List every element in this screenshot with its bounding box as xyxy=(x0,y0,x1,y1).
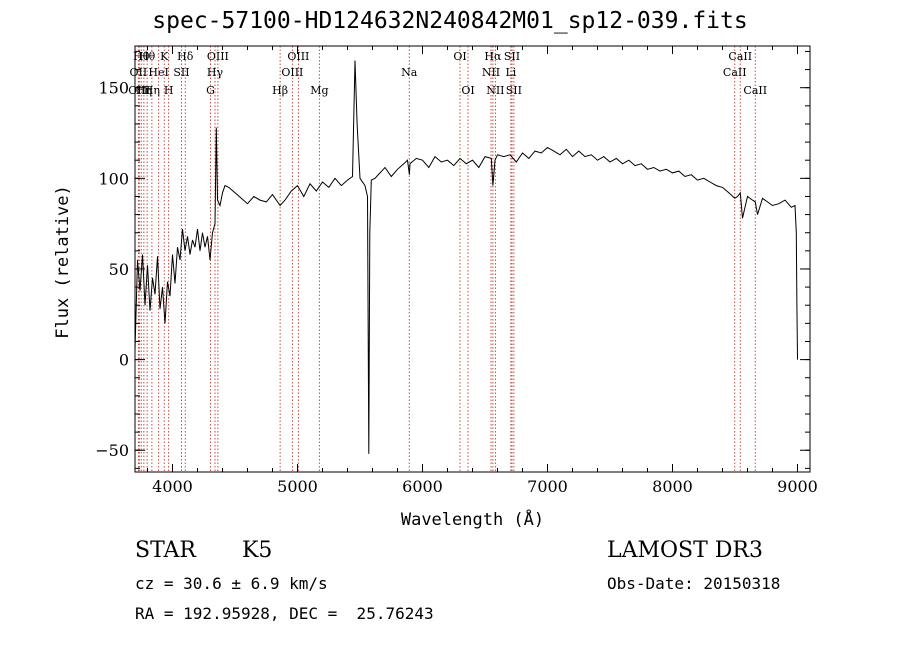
x-tick-label: 6000 xyxy=(402,477,443,496)
line-marker-label: Hθ xyxy=(133,50,150,63)
line-marker-label: SII xyxy=(173,66,189,79)
line-marker-label: Hγ xyxy=(207,66,224,79)
line-marker-label: SII xyxy=(506,84,522,97)
x-axis-label: Wavelength (Å) xyxy=(400,510,545,530)
y-tick-label: 50 xyxy=(109,260,129,279)
line-markers xyxy=(137,46,756,472)
line-marker-label: Hη xyxy=(144,84,160,97)
object-class: STAR xyxy=(135,538,196,563)
line-marker-label: OIII xyxy=(207,50,229,63)
redshift-readout: cz = 30.6 ± 6.9 km/s xyxy=(135,574,328,593)
line-marker-label: Hδ xyxy=(177,50,194,63)
y-tick-label: 100 xyxy=(98,169,129,188)
x-tick-label: 5000 xyxy=(277,477,318,496)
line-marker-label: OIII xyxy=(281,66,303,79)
x-tick-label: 4000 xyxy=(152,477,193,496)
sky-coordinates: RA = 192.95928, DEC = 25.76243 xyxy=(135,604,434,623)
y-axis-label: Flux (relative) xyxy=(53,185,73,339)
survey-name: LAMOST DR3 xyxy=(607,538,763,563)
line-marker-label: Mg xyxy=(310,84,328,97)
line-marker-label: SII xyxy=(504,50,520,63)
line-marker-label: OIII xyxy=(287,50,309,63)
line-marker-label: HeI xyxy=(148,66,168,79)
line-marker-label: NII xyxy=(482,66,500,79)
line-marker-labels: OIIIHθHηOIIHθHηHeIKHSIIHδGHγOIIIHβOIIIOI… xyxy=(128,50,767,97)
line-marker-label: H xyxy=(164,84,174,97)
line-marker-label: CaII xyxy=(743,84,767,97)
line-marker-label: OI xyxy=(453,50,466,63)
line-marker-label: Hα xyxy=(484,50,502,63)
spectrum-line xyxy=(134,60,798,454)
line-marker-label: OI xyxy=(461,84,474,97)
line-marker-label: CaII xyxy=(728,50,752,63)
y-tick-label: 150 xyxy=(98,79,129,98)
line-marker-label: Li xyxy=(505,66,516,79)
observation-date: Obs-Date: 20150318 xyxy=(607,574,781,593)
plot-frame xyxy=(134,45,811,473)
x-axis-ticks: 4000 5000 6000 7000 8000 9000 xyxy=(147,46,818,496)
x-tick-label: 9000 xyxy=(777,477,818,496)
line-marker-label: Hθ xyxy=(139,50,156,63)
y-tick-label: 0 xyxy=(119,351,129,370)
x-tick-label: 7000 xyxy=(527,477,568,496)
line-marker-label: G xyxy=(206,84,215,97)
line-marker-label: CaII xyxy=(723,66,747,79)
y-tick-label: −50 xyxy=(95,441,129,460)
line-marker-label: Hβ xyxy=(272,84,288,97)
line-marker-label: OII xyxy=(130,66,148,79)
object-subclass: K5 xyxy=(242,538,273,563)
line-marker-label: Na xyxy=(401,66,418,79)
y-axis-ticks: −50 0 50 100 150 xyxy=(95,50,810,469)
x-tick-label: 8000 xyxy=(652,477,693,496)
line-marker-label: NII xyxy=(486,84,504,97)
line-marker-label: K xyxy=(160,50,169,63)
chart-title: spec-57100-HD124632N240842M01_sp12-039.f… xyxy=(152,8,748,34)
